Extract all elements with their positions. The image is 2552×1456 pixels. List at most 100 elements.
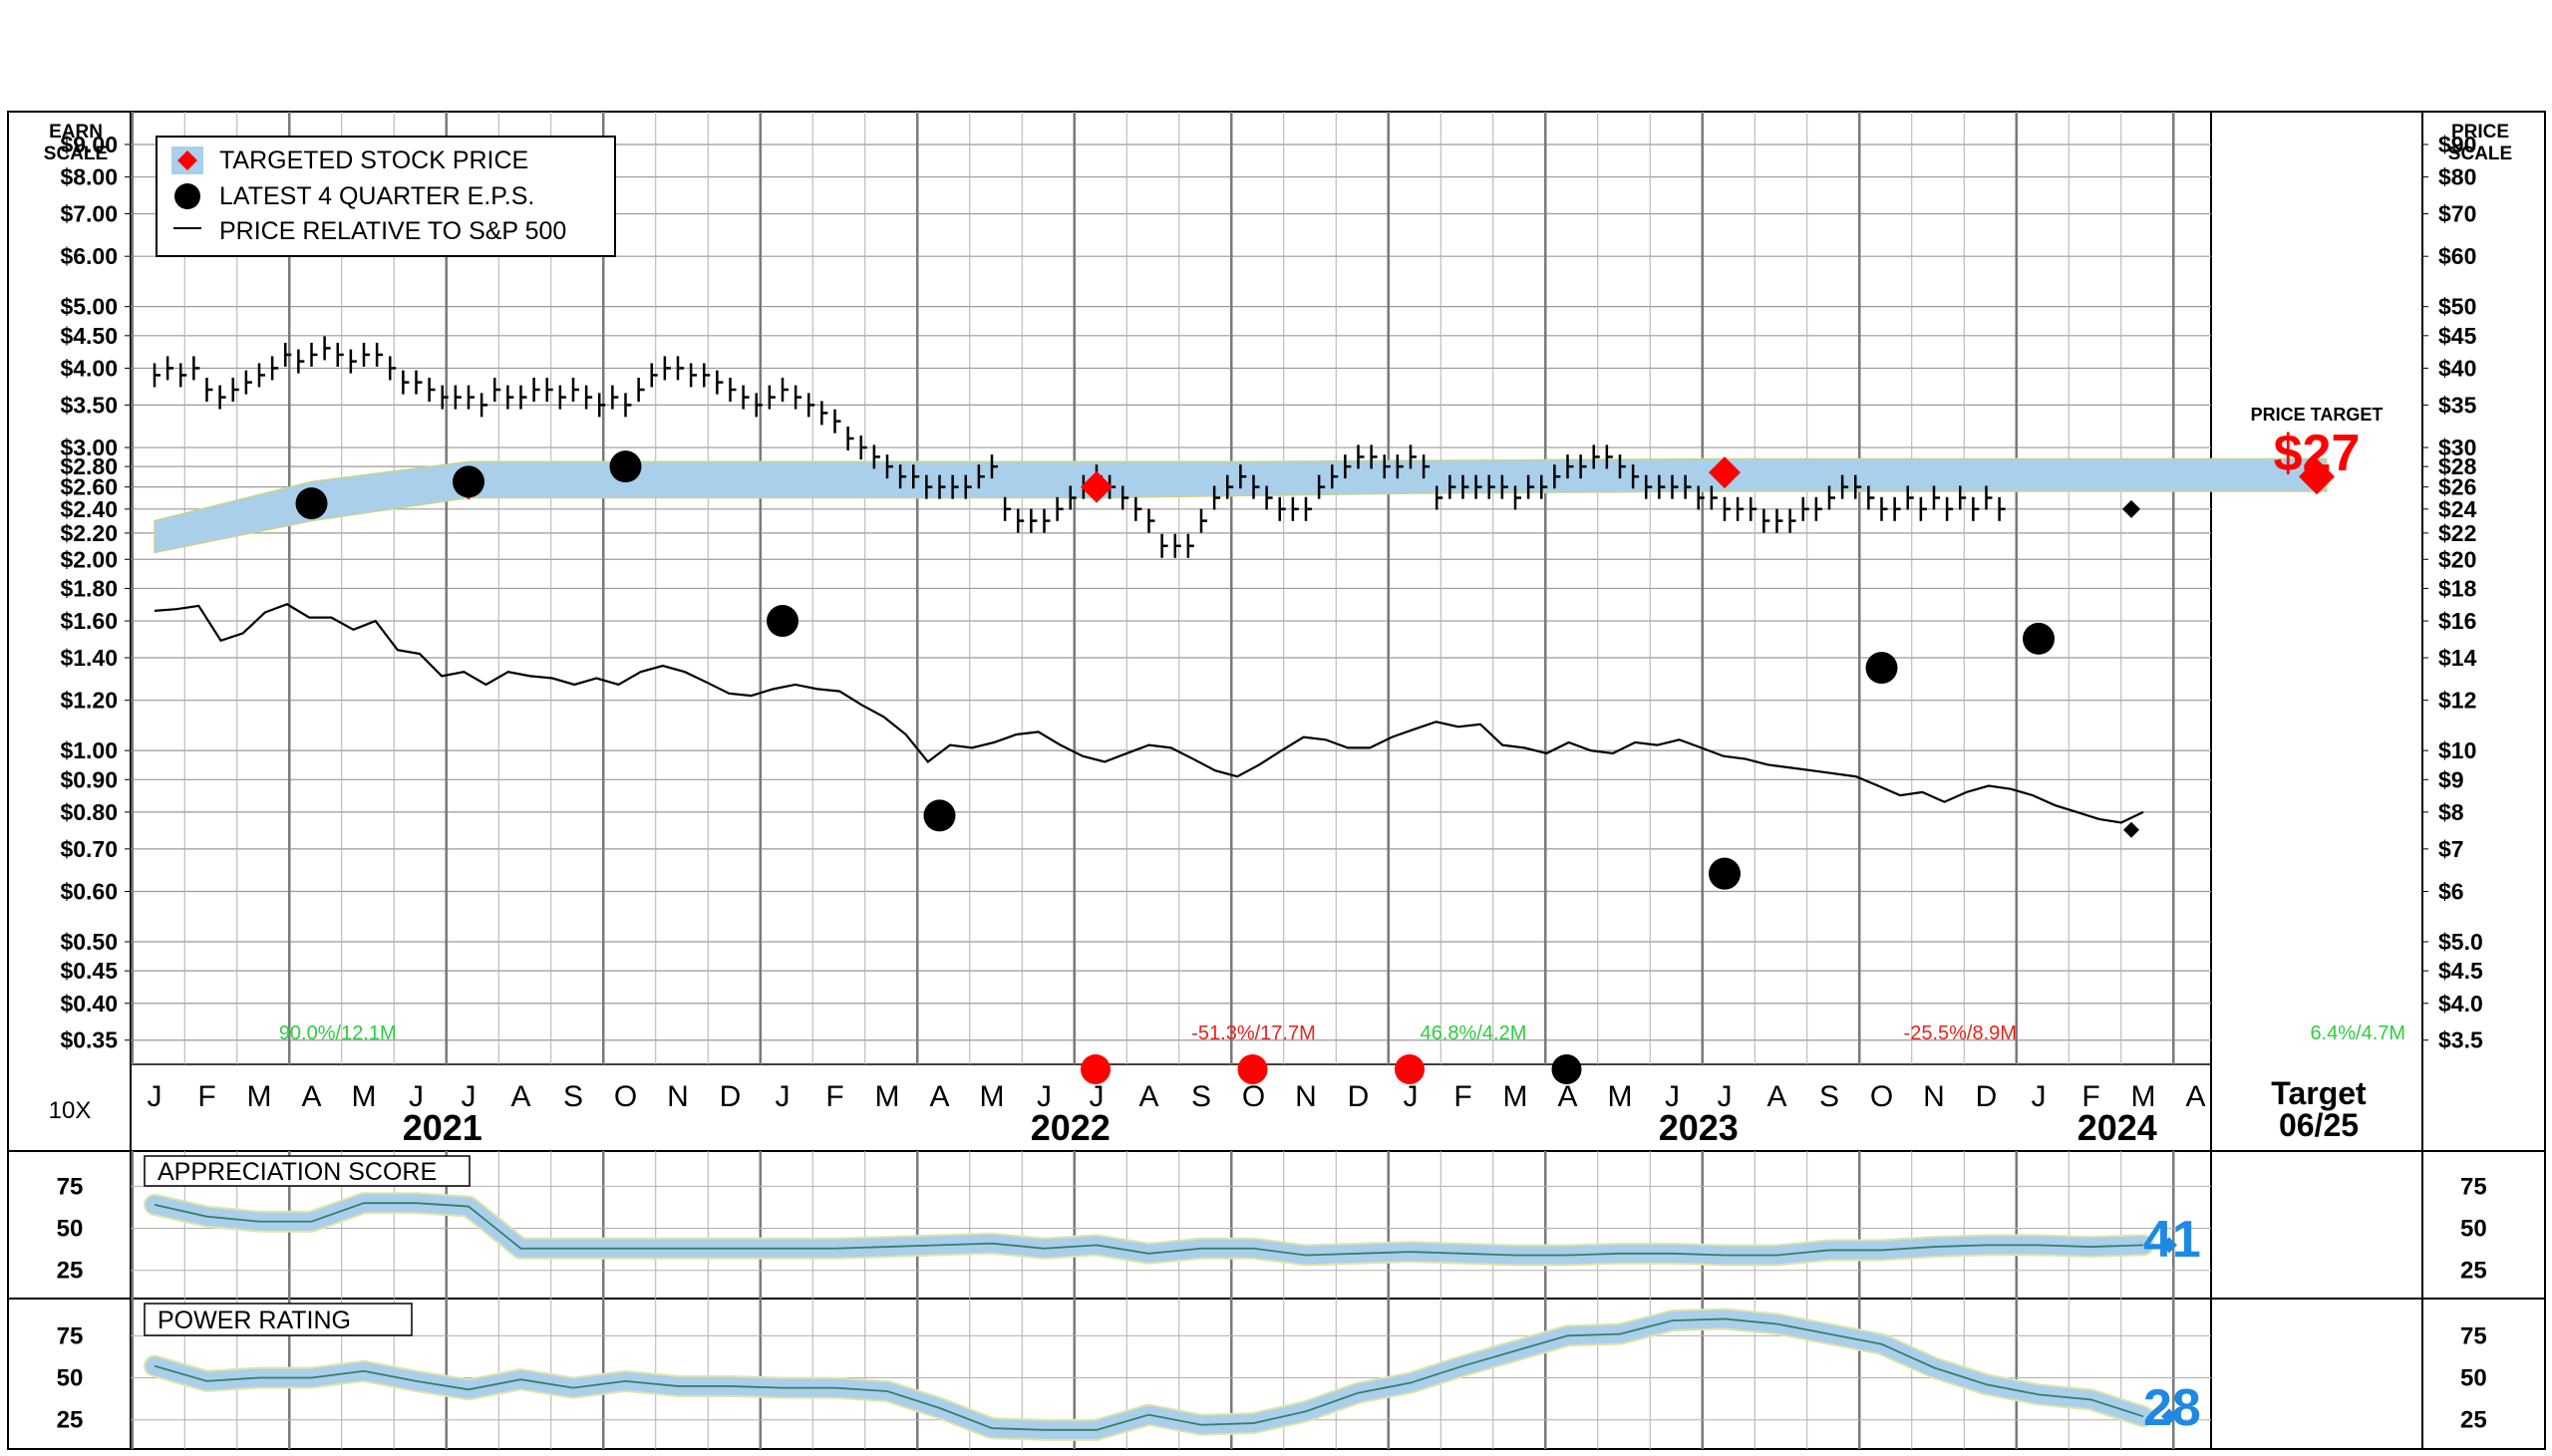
volume-annotation: -51.3%/17.7M	[1191, 1022, 1316, 1044]
score-current-diamond	[2161, 1408, 2177, 1425]
targeted-price-diamond	[1081, 470, 1113, 503]
event-dot	[1395, 1054, 1425, 1084]
targeted-price-diamond	[1709, 456, 1741, 489]
panel-tick-left: 25	[57, 1258, 84, 1285]
month-label: M	[1608, 1080, 1633, 1113]
year-label: 2022	[1031, 1107, 1111, 1148]
month-label: O	[614, 1080, 637, 1113]
month-label: J	[1090, 1080, 1105, 1113]
target-date: 06/25	[2279, 1107, 2359, 1143]
legend: TARGETED STOCK PRICE LATEST 4 QUARTER E.…	[156, 136, 616, 257]
relative-strength-line	[154, 603, 2144, 824]
right-tick-label: $18	[2438, 575, 2477, 601]
left-tick-label: $7.00	[60, 201, 118, 227]
month-label: F	[197, 1080, 215, 1113]
left-tick-label: $0.50	[60, 929, 118, 955]
month-label: S	[563, 1080, 583, 1113]
left-tick-label: $2.00	[60, 546, 118, 572]
left-tick-label: $4.00	[60, 355, 118, 381]
left-tick-label: $9.00	[60, 132, 118, 157]
month-label: J	[2032, 1080, 2047, 1113]
right-tick-label: $20	[2438, 546, 2476, 572]
panel-tick-right: 25	[2460, 1258, 2487, 1285]
left-tick-label: $5.00	[60, 294, 118, 320]
grid-lines	[131, 112, 2211, 1449]
price-target-caption: PRICE TARGET	[2251, 405, 2384, 425]
legend-label-eps: LATEST 4 QUARTER E.P.S.	[219, 182, 534, 210]
right-tick-label: $8	[2438, 799, 2464, 825]
price-target-diamond	[2299, 458, 2335, 495]
month-label: M	[875, 1080, 900, 1113]
target-title: Target	[2271, 1075, 2367, 1111]
left-tick-label: $3.00	[60, 435, 118, 460]
month-label: M	[352, 1080, 377, 1113]
price-scale-label-1: PRICE	[2451, 122, 2509, 143]
year-label: 2023	[1659, 1107, 1739, 1148]
score-band	[146, 1194, 2152, 1265]
left-tick-label: $2.60	[60, 474, 118, 500]
left-tick-label: $2.80	[60, 453, 118, 479]
month-label: J	[409, 1080, 424, 1113]
right-tick-label: $70	[2438, 201, 2476, 227]
volume-annotation: 90.0%/12.1M	[279, 1022, 397, 1044]
month-label: M	[247, 1080, 272, 1113]
month-label: N	[1923, 1080, 1945, 1113]
right-tick-label: $14	[2438, 645, 2477, 671]
panel-tick-left: 75	[57, 1173, 84, 1200]
right-tick-label: $4.0	[2438, 991, 2483, 1017]
power-rating-title: POWER RATING	[158, 1307, 351, 1334]
left-tick-label: $6.00	[60, 243, 118, 269]
month-label: F	[1453, 1080, 1471, 1113]
right-tick-label: $30	[2438, 435, 2476, 460]
left-tick-label: $0.45	[60, 958, 118, 984]
right-tick-label: $80	[2438, 164, 2476, 190]
black-dot-icon	[174, 183, 200, 209]
volume-annotation: 46.8%/4.2M	[1421, 1022, 1527, 1044]
panel-tick-right: 50	[2460, 1365, 2487, 1392]
left-tick-label: $0.70	[60, 836, 118, 862]
red-diamond-icon	[177, 150, 197, 170]
right-tick-label: $22	[2438, 520, 2476, 546]
month-label: D	[1348, 1080, 1370, 1113]
score-line	[154, 1202, 2144, 1257]
volume-annotation: -25.5%/8.9M	[1904, 1022, 2017, 1044]
month-label: A	[301, 1080, 321, 1113]
left-tick-label: $8.00	[60, 164, 118, 190]
right-tick-label: $10	[2438, 737, 2476, 763]
right-tick-label: $16	[2438, 608, 2476, 634]
right-tick-label: $4.5	[2438, 958, 2483, 984]
outer-border	[7, 111, 2546, 1450]
left-tick-label: $1.40	[60, 645, 118, 671]
month-label: N	[1295, 1080, 1317, 1113]
right-tick-label: $5.0	[2438, 929, 2483, 955]
eps-dot	[767, 605, 798, 638]
appreciation-score-title: APPRECIATION SCORE	[158, 1158, 437, 1186]
event-dot	[1237, 1054, 1268, 1084]
score-current-diamond	[2161, 1237, 2177, 1254]
volume-annotation: 6.4%/4.7M	[2310, 1022, 2405, 1044]
month-label: A	[1557, 1080, 1577, 1113]
left-tick-label: $0.80	[60, 799, 118, 825]
eps-dot	[923, 799, 956, 832]
panel-tick-right: 25	[2460, 1407, 2487, 1434]
month-label: S	[1819, 1080, 1839, 1113]
month-label: A	[510, 1080, 530, 1113]
right-tick-label: $50	[2438, 294, 2476, 320]
price-scale-label-2: SCALE	[2448, 144, 2512, 164]
relative-strength-path	[154, 603, 2144, 824]
panel-tick-left: 50	[57, 1216, 84, 1243]
month-label: D	[720, 1080, 742, 1113]
eps-dot	[295, 487, 328, 520]
chart-frame	[7, 111, 2546, 1450]
left-tick-label: $0.35	[60, 1027, 118, 1053]
year-label: 2024	[2077, 1107, 2157, 1148]
price-target-value: $27	[2274, 425, 2361, 482]
left-tick-label: $1.60	[60, 608, 118, 634]
event-dot	[1551, 1054, 1582, 1084]
left-tick-label: $0.60	[60, 879, 118, 905]
right-tick-label: $6	[2438, 879, 2464, 905]
month-label: F	[825, 1080, 843, 1113]
appreciation-title-box	[144, 1155, 471, 1187]
right-tick-label: $28	[2438, 453, 2477, 479]
month-label: N	[667, 1080, 689, 1113]
